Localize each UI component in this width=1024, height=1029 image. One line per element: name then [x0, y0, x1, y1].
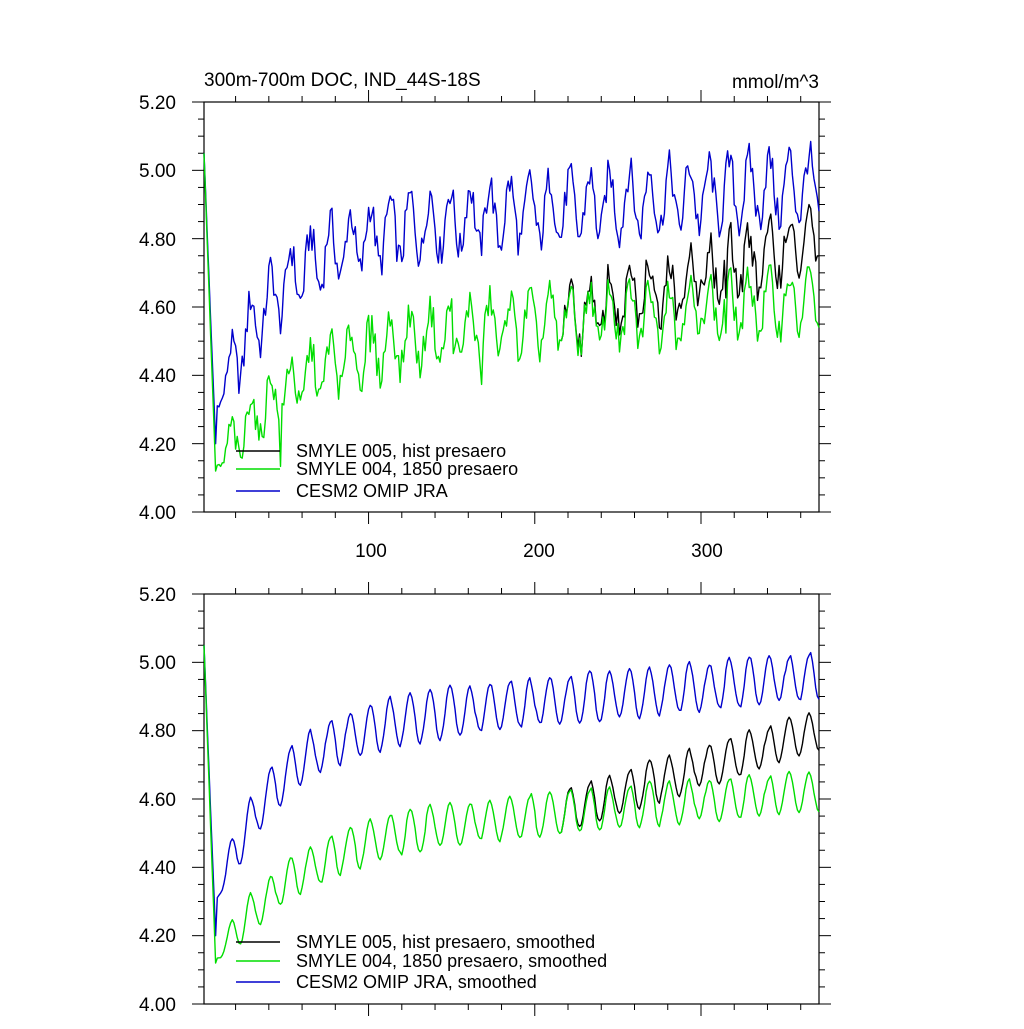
series-line-smyle-005-smoothed	[560, 712, 820, 833]
legend-entry: CESM2 OMIP JRA	[296, 481, 448, 501]
y-tick-labels-bottom: 5.20 5.00 4.80 4.60 4.40 4.20 4.00	[139, 585, 176, 1016]
y-tick-label: 4.80	[139, 230, 176, 251]
y-tick-label: 4.40	[139, 366, 176, 387]
y-tick-label: 4.40	[139, 858, 176, 879]
x-tick-label: 300	[691, 541, 723, 562]
y-tick-label: 4.20	[139, 926, 176, 947]
x-tick-label: 100	[355, 541, 387, 562]
ticks-top	[192, 90, 831, 524]
y-tick-label: 4.00	[139, 995, 176, 1016]
legend-bottom: SMYLE 005, hist presaero, smoothed SMYLE…	[236, 932, 607, 992]
y-tick-label: 5.00	[139, 161, 176, 182]
series-line-cesm2-omip-jra-smoothed	[203, 645, 820, 937]
y-tick-label: 4.80	[139, 721, 176, 742]
x-tick-labels-top: 100 200 300	[355, 541, 723, 562]
panel-top: 300m-700m DOC, IND_44S-18S mmol/m^3 5.20…	[139, 70, 831, 562]
legend-entry: SMYLE 005, hist presaero	[296, 441, 506, 461]
y-tick-label: 4.60	[139, 790, 176, 811]
series-line-cesm2-omip-jra	[203, 140, 820, 445]
legend-entry: SMYLE 004, 1850 presaero, smoothed	[296, 951, 607, 971]
series-line-smyle-004-smoothed	[203, 645, 820, 964]
chart-title: 300m-700m DOC, IND_44S-18S	[204, 70, 481, 91]
legend-entry: SMYLE 005, hist presaero, smoothed	[296, 932, 595, 952]
legend-entry: SMYLE 004, 1850 presaero	[296, 459, 518, 479]
panel-bottom: 5.20 5.00 4.80 4.60 4.40 4.20 4.00 SMYLE…	[139, 582, 831, 1016]
series-top	[203, 140, 820, 472]
x-tick-label: 200	[523, 541, 555, 562]
legend-entry: CESM2 OMIP JRA, smoothed	[296, 972, 537, 992]
y-tick-labels-top: 5.20 5.00 4.80 4.60 4.40 4.20 4.00	[139, 93, 176, 524]
y-tick-label: 5.20	[139, 93, 176, 114]
series-line-smyle-005	[560, 203, 820, 357]
y-tick-label: 5.00	[139, 653, 176, 674]
legend-top: SMYLE 005, hist presaero SMYLE 004, 1850…	[236, 441, 518, 501]
units-label: mmol/m^3	[732, 72, 819, 93]
ticks-bottom	[192, 582, 831, 1016]
y-tick-label: 4.20	[139, 435, 176, 456]
series-bottom	[203, 645, 820, 964]
y-tick-label: 4.60	[139, 298, 176, 319]
y-tick-label: 4.00	[139, 503, 176, 524]
y-tick-label: 5.20	[139, 585, 176, 606]
series-line-smyle-004	[203, 153, 820, 472]
